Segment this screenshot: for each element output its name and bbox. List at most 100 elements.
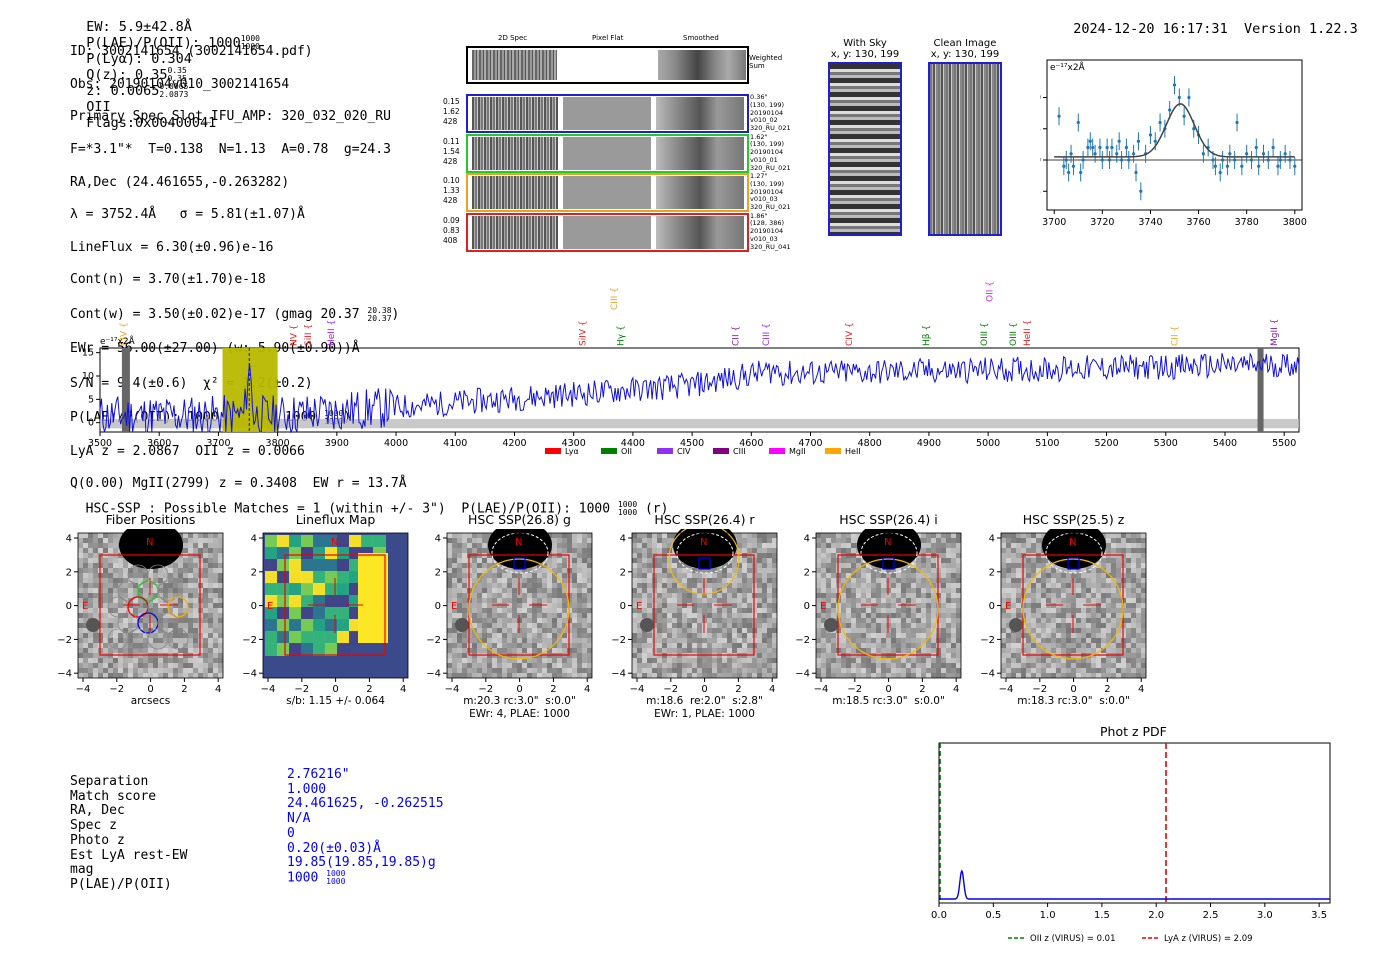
withsky-panel: With Sky x, y: 130, 199 <box>828 38 902 236</box>
fit-xtick: 3740 <box>1138 217 1162 228</box>
cutout-xtick: 4 <box>953 684 959 695</box>
spectrum-xtick: 5400 <box>1213 438 1237 449</box>
spec2d-row-left-labels: 0.15 1.62 428 <box>443 97 460 126</box>
spec2d-row-2dspec-image <box>472 136 558 170</box>
spectrum-xtick: 4500 <box>680 438 704 449</box>
fit-point <box>1136 139 1141 143</box>
fit-point <box>1213 164 1217 168</box>
legend-swatch <box>713 448 729 454</box>
fit-point <box>1088 139 1092 143</box>
fit-xtick: 3720 <box>1090 217 1114 228</box>
spectrum-xtick: 3900 <box>325 438 349 449</box>
cutout-xtick: 2 <box>1104 684 1110 695</box>
cutout-title: Lineflux Map <box>295 512 376 527</box>
spectrum-line-label: OIII { <box>1009 322 1019 346</box>
spectrum-xtick: 5200 <box>1094 438 1118 449</box>
cutout-xtick: 4 <box>1138 684 1144 695</box>
spectrum-xtick: 4900 <box>917 438 941 449</box>
east-label: E <box>636 601 642 612</box>
fit-ytick: -5 <box>1040 186 1041 197</box>
spec2d-row-smoothed-image <box>656 97 744 130</box>
spec2d-header-smoothed: Smoothed <box>683 34 719 42</box>
cutout-xtick: −2 <box>1032 684 1047 695</box>
photz-curve <box>939 869 1330 900</box>
fit-point <box>1139 189 1143 193</box>
legend-swatch <box>545 448 561 454</box>
spectrum-ytick: 0 <box>88 418 94 429</box>
cutout-ytick: −2 <box>980 635 995 646</box>
fit-point <box>1228 152 1232 156</box>
spectrum-xtick: 4800 <box>858 438 882 449</box>
header-qz-frac: 0.35 0.35 <box>167 66 187 83</box>
legend-label: HeII <box>845 447 861 456</box>
match-value: 0.20(±0.03)Å <box>287 840 381 856</box>
cutout-xtick: −4 <box>261 684 276 695</box>
spectrum-xtick: 3500 <box>88 438 112 449</box>
spec2d-panel: 2D Spec Pixel Flat Smoothed Weighted Sum… <box>443 34 793 254</box>
spectrum-line-label: HeII { <box>1023 320 1033 346</box>
fit-point <box>1271 145 1275 150</box>
info-obs: Obs: 20190104v010_3002141654 <box>70 76 290 92</box>
spec2d-header-2dspec: 2D Spec <box>498 34 528 42</box>
spectrum-xtick: 3600 <box>147 438 171 449</box>
fiber-circle <box>167 596 189 618</box>
spectrum-line-label: MgII { <box>1270 319 1280 346</box>
spectrum-xtick: 4600 <box>739 438 763 449</box>
spectrum-ytick: 5 <box>88 394 94 405</box>
photz-xtick: 3.5 <box>1311 910 1327 921</box>
cutout-panel: Fiber Positions N E −4 −2 0 2 4 4 2 0 −2 −4 arcsecs <box>48 512 253 727</box>
spectrum-line-label: HeII { <box>327 320 337 346</box>
photz-legend-lya: LyA z (VIRUS) = 2.09 <box>1164 934 1253 944</box>
cutout-title: HSC SSP(26.8) g <box>468 512 571 527</box>
spectrum-xtick: 5100 <box>1035 438 1059 449</box>
aperture-circle <box>468 558 570 660</box>
cutout-ytick: 4 <box>66 534 72 545</box>
header-timestamp: 2024-12-20 16:17:31 <box>1073 21 1228 37</box>
fit-point <box>1124 145 1128 150</box>
weighted-2dspec-image <box>472 50 557 80</box>
spectrum-xtick: 3800 <box>266 438 290 449</box>
photz-xtick: 1.5 <box>1094 910 1110 921</box>
cutout-image: N E −4 −2 0 2 4 4 2 0 −2 −4 <box>795 529 962 695</box>
fit-ytick: 10 <box>1040 93 1041 104</box>
spectrum-xtick: 4400 <box>621 438 645 449</box>
spectrum-xtick: 4200 <box>502 438 526 449</box>
fiber-circle <box>147 564 169 586</box>
fit-point <box>1283 152 1287 156</box>
info-lineflux: LineFlux = 6.30(±0.96)e-16 <box>70 239 274 255</box>
match-value: 24.461625, -0.262515 <box>287 796 444 812</box>
cutout-ytick: −2 <box>426 635 441 646</box>
cutout-ytick: 0 <box>251 601 257 612</box>
spectrum-xtick: 4700 <box>798 438 822 449</box>
match-value: N/A <box>287 811 311 827</box>
cutout-ytick: −4 <box>980 669 995 680</box>
cutout-xtick: −2 <box>663 684 678 695</box>
spectrum-xtick: 3700 <box>206 438 230 449</box>
east-label: E <box>1005 601 1011 612</box>
cutout-ytick: −4 <box>611 669 626 680</box>
spectrum-xtick: 4000 <box>384 438 408 449</box>
cutout-caption: s/b: 1.15 +/- 0.064 <box>286 695 385 707</box>
header-z-line: OII <box>86 99 111 115</box>
cutout-ytick: 0 <box>804 601 810 612</box>
withsky-image <box>828 62 902 236</box>
cutout-ytick: 2 <box>66 567 72 578</box>
cutout-ytick: 4 <box>989 534 995 545</box>
match-value: 19.85(19.85,19.85)g <box>287 855 436 871</box>
cutout-title: HSC SSP(25.5) z <box>1022 512 1125 527</box>
fit-point <box>1235 120 1239 125</box>
cutout-ytick: −4 <box>242 669 257 680</box>
fit-point <box>1276 164 1280 168</box>
spectrum-line-label: CIII { <box>762 323 772 346</box>
fit-point <box>1093 152 1097 156</box>
spec2d-weighted-row <box>466 46 749 84</box>
fit-point <box>1081 158 1085 162</box>
fit-plot: e⁻¹⁷x2Å 3700 3720 3740 3760 3780 3800 10 5 0 -5 <box>1040 59 1307 228</box>
match-value: 1.000 <box>287 781 327 797</box>
fiber-circle <box>167 628 189 650</box>
cutout-ytick: 0 <box>989 601 995 612</box>
spectrum-line-label: Hβ { <box>922 325 932 346</box>
fit-point <box>1086 145 1090 150</box>
fit-point <box>1288 158 1292 162</box>
header-version: Version 1.22.3 <box>1243 21 1358 37</box>
